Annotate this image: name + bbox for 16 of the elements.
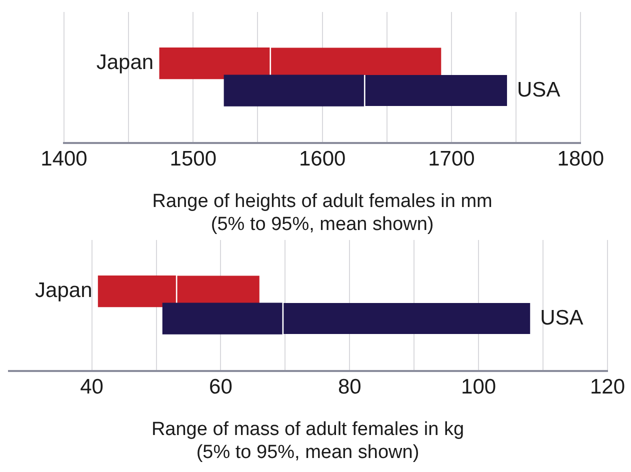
x-tick-label: 1400 bbox=[40, 148, 88, 171]
x-tick-label: 80 bbox=[338, 376, 362, 399]
x-tick-label: 60 bbox=[209, 376, 232, 399]
y-tick-label: USA bbox=[540, 306, 584, 330]
x-axis-title: Range of heights of adult females in mm (5% to 95%, mean shown) bbox=[152, 191, 492, 235]
x-tick-label: 1500 bbox=[170, 148, 217, 171]
x-tick-label: 120 bbox=[590, 376, 626, 399]
x-tick-label: 40 bbox=[80, 376, 104, 399]
x-tick-label: 1700 bbox=[428, 148, 475, 171]
x-tick-label: 1600 bbox=[298, 148, 346, 171]
y-tick-label: USA bbox=[517, 78, 560, 102]
y-tick-label: Japan bbox=[35, 279, 92, 302]
x-axis-title: Range of mass of adult females in kg (5% to 95%, mean shown) bbox=[151, 419, 464, 463]
x-tick-label: 1800 bbox=[557, 148, 604, 171]
y-tick-label: Japan bbox=[96, 51, 154, 74]
x-tick-label: 100 bbox=[461, 376, 496, 399]
